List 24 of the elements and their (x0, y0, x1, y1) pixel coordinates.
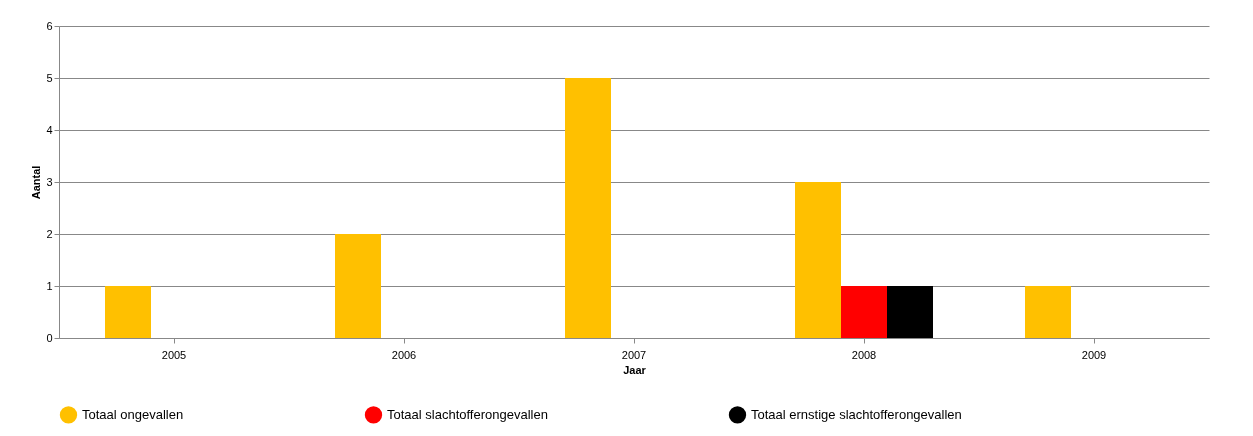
y-tick-label: 3 (46, 175, 53, 188)
y-tick-label: 0 (46, 331, 53, 344)
legend-label: Totaal ernstige slachtofferongevallen (751, 406, 962, 422)
x-tick-label: 2009 (1081, 348, 1107, 361)
x-tick-label: 2005 (161, 348, 187, 361)
x-tick-label: 2008 (851, 348, 877, 361)
y-axis-title: Aantal (30, 165, 43, 200)
legend-label: Totaal ongevallen (82, 406, 184, 422)
x-tick-label: 2006 (391, 348, 417, 361)
bar (335, 234, 381, 338)
y-tick-label: 1 (46, 279, 53, 292)
bar (565, 78, 611, 338)
bar (887, 286, 933, 338)
bar (795, 182, 841, 338)
legend-label: Totaal slachtofferongevallen (387, 406, 548, 422)
y-tick-label: 2 (46, 227, 53, 240)
bar (105, 286, 151, 338)
x-axis-title: Jaar (623, 363, 647, 376)
y-tick-label: 5 (46, 71, 53, 84)
y-tick-label: 6 (46, 19, 53, 32)
x-tick-label: 2007 (621, 348, 647, 361)
y-tick-label: 4 (46, 123, 53, 136)
bar (841, 286, 887, 338)
bar (1025, 286, 1071, 338)
